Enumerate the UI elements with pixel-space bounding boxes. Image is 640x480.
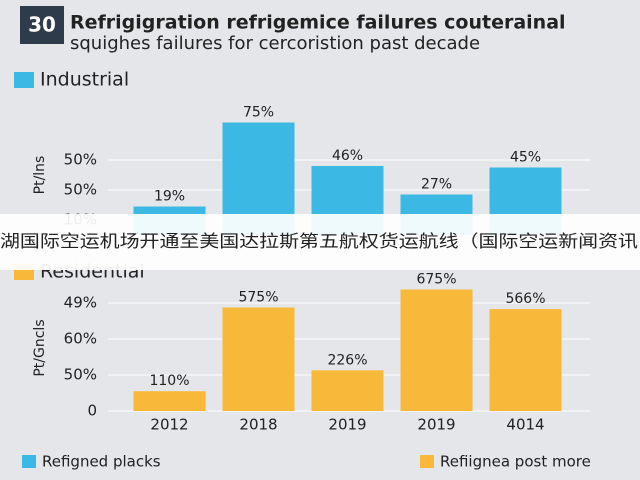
data-label: 675% [416, 272, 456, 288]
y-axis-label: Pt/lns [32, 156, 48, 195]
bar [400, 289, 473, 411]
badge-box [20, 6, 64, 44]
data-label: 45% [510, 150, 541, 166]
legend-swatch [22, 455, 36, 468]
section-title: Industrial [40, 69, 129, 91]
x-tick-label: 2019 [417, 416, 455, 434]
chart-title: Refrigigration refrigemice failures cout… [70, 12, 566, 34]
section-swatch [14, 72, 34, 88]
legend-swatch [420, 455, 434, 468]
legend-label: Refiignea post more [440, 453, 591, 471]
data-label: 226% [327, 352, 367, 368]
bar [133, 391, 206, 411]
bar [222, 307, 295, 411]
x-tick-label: 2012 [150, 416, 188, 434]
x-tick-label: 2019 [328, 416, 366, 434]
y-tick-label: 0 [87, 402, 97, 420]
y-tick-label: 50% [64, 366, 97, 384]
bar [311, 370, 384, 411]
data-label: 566% [505, 291, 545, 307]
bar [489, 309, 562, 411]
y-tick-label: 60% [64, 330, 97, 348]
y-tick-label: 49% [64, 294, 97, 312]
legend-label: Refigned placks [42, 453, 161, 471]
data-label: 27% [421, 177, 452, 193]
data-label: 110% [149, 373, 189, 389]
overlay-text: 湖国际空运机场开通至美国达拉斯第五航权货运航线（国际空运新闻资讯 [0, 232, 638, 252]
data-label: 19% [154, 189, 185, 205]
badge: 30 [28, 13, 56, 37]
y-tick-label: 50% [64, 151, 97, 169]
data-label: 75% [243, 105, 274, 121]
overlay-band [0, 214, 640, 270]
x-tick-label: 2018 [239, 416, 277, 434]
y-tick-label: 50% [64, 181, 97, 199]
data-label: 575% [238, 290, 278, 306]
x-tick-label: 4014 [506, 416, 544, 434]
y-axis-label: Pt/Gncls [32, 319, 48, 376]
chart-subtitle: squighes failures for cercoristion past … [70, 33, 480, 54]
data-label: 46% [332, 148, 363, 164]
